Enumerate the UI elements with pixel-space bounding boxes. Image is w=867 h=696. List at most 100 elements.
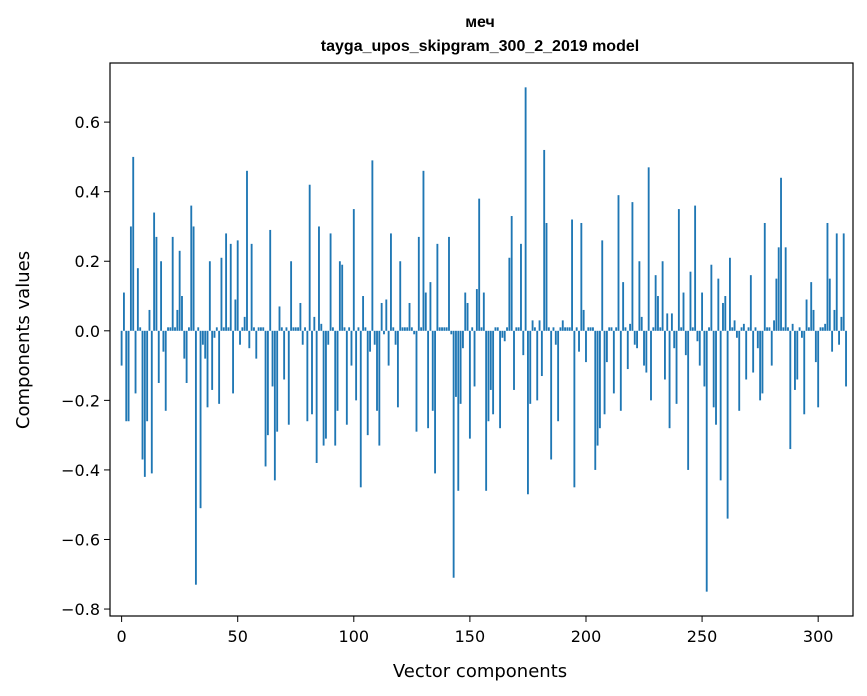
bar-component-228 xyxy=(650,330,652,401)
x-tick-label: 150 xyxy=(455,627,486,646)
bar-component-127 xyxy=(415,330,418,432)
bar-component-52 xyxy=(241,327,244,331)
bar-component-70 xyxy=(283,330,286,380)
bar-component-88 xyxy=(325,330,327,439)
bar-component-227 xyxy=(647,167,650,331)
bar-component-78 xyxy=(301,330,304,345)
bar-component-82 xyxy=(311,330,313,415)
bar-component-96 xyxy=(343,327,346,331)
bar-component-266 xyxy=(738,330,741,411)
bar-component-240 xyxy=(677,209,680,331)
bar-component-28 xyxy=(185,330,188,383)
bar-component-308 xyxy=(835,233,838,331)
bar-component-290 xyxy=(794,330,796,390)
bar-component-255 xyxy=(712,330,715,408)
bar-component-46 xyxy=(227,327,230,331)
bar-component-163 xyxy=(499,330,502,429)
bar-component-38 xyxy=(208,261,211,331)
x-tick-label: 50 xyxy=(228,627,248,646)
bar-component-73 xyxy=(290,261,293,331)
bar-component-85 xyxy=(318,226,320,331)
bar-component-61 xyxy=(262,327,265,331)
bar-component-31 xyxy=(192,226,195,331)
bar-component-121 xyxy=(401,327,404,331)
bar-component-225 xyxy=(643,330,645,366)
bar-component-174 xyxy=(524,87,527,331)
bar-component-304 xyxy=(826,222,829,331)
bar-component-223 xyxy=(638,261,641,331)
bar-component-224 xyxy=(640,316,643,331)
bar-component-279 xyxy=(768,327,771,331)
bar-component-123 xyxy=(406,327,409,331)
bar-component-251 xyxy=(703,330,706,387)
bar-component-188 xyxy=(557,330,560,422)
bar-component-152 xyxy=(473,330,476,387)
bar-component-219 xyxy=(629,323,632,331)
bar-component-102 xyxy=(357,327,360,331)
bar-component-203 xyxy=(592,327,594,331)
x-axis-label: Vector components xyxy=(393,661,567,682)
bar-component-93 xyxy=(336,330,339,411)
bar-component-26 xyxy=(181,296,183,331)
bar-component-226 xyxy=(645,330,648,373)
x-tick-label: 100 xyxy=(339,627,370,646)
bar-component-291 xyxy=(796,330,799,380)
bar-component-128 xyxy=(417,236,420,331)
bar-component-110 xyxy=(376,330,378,411)
bar-component-271 xyxy=(749,275,752,331)
bar-component-114 xyxy=(385,299,388,331)
bar-component-165 xyxy=(503,330,506,342)
bar-component-62 xyxy=(264,330,267,467)
plot-frame xyxy=(109,62,854,617)
bar-component-220 xyxy=(631,202,634,331)
bar-component-256 xyxy=(715,330,717,425)
bar-component-200 xyxy=(585,330,587,363)
bar-component-169 xyxy=(513,330,515,390)
bar-component-212 xyxy=(612,330,615,394)
bar-component-117 xyxy=(392,327,395,331)
bar-component-283 xyxy=(777,247,780,331)
bar-component-238 xyxy=(673,330,676,349)
y-tick-label: −0.2 xyxy=(61,391,100,410)
bar-component-260 xyxy=(724,296,727,331)
bar-component-180 xyxy=(538,320,541,331)
bar-component-120 xyxy=(399,261,402,331)
bar-component-187 xyxy=(554,330,557,345)
bar-component-107 xyxy=(369,330,371,352)
bar-component-265 xyxy=(735,330,738,338)
y-tick-label: −0.8 xyxy=(61,600,100,619)
bar-component-11 xyxy=(146,330,149,422)
bar-component-281 xyxy=(773,320,775,331)
bar-component-294 xyxy=(803,330,806,415)
bar-component-129 xyxy=(420,327,423,331)
bar-component-87 xyxy=(322,330,325,446)
bar-component-302 xyxy=(821,327,824,331)
bar-component-48 xyxy=(232,330,234,394)
bar-component-207 xyxy=(601,240,604,331)
bar-component-210 xyxy=(608,327,611,331)
bar-component-241 xyxy=(680,327,683,331)
bar-component-13 xyxy=(150,330,153,474)
bar-component-245 xyxy=(689,271,692,331)
bar-component-295 xyxy=(805,299,808,331)
bar-component-195 xyxy=(573,330,576,488)
bar-component-69 xyxy=(280,327,283,331)
bar-component-298 xyxy=(812,309,815,331)
bar-component-133 xyxy=(429,282,432,331)
bar-component-182 xyxy=(543,149,546,331)
bar-component-41 xyxy=(215,327,218,331)
bar-component-237 xyxy=(670,313,673,331)
bar-component-259 xyxy=(722,302,724,331)
bar-component-64 xyxy=(269,229,272,331)
bars-group xyxy=(120,87,847,592)
bar-component-257 xyxy=(717,278,720,331)
bar-component-7 xyxy=(136,268,139,331)
bar-component-269 xyxy=(745,330,748,380)
bar-component-23 xyxy=(174,327,176,331)
bar-component-307 xyxy=(833,309,836,331)
bar-component-209 xyxy=(605,330,608,363)
bar-component-132 xyxy=(427,330,430,429)
bar-component-205 xyxy=(596,330,599,446)
bar-component-167 xyxy=(508,257,511,331)
bar-component-130 xyxy=(422,170,425,331)
